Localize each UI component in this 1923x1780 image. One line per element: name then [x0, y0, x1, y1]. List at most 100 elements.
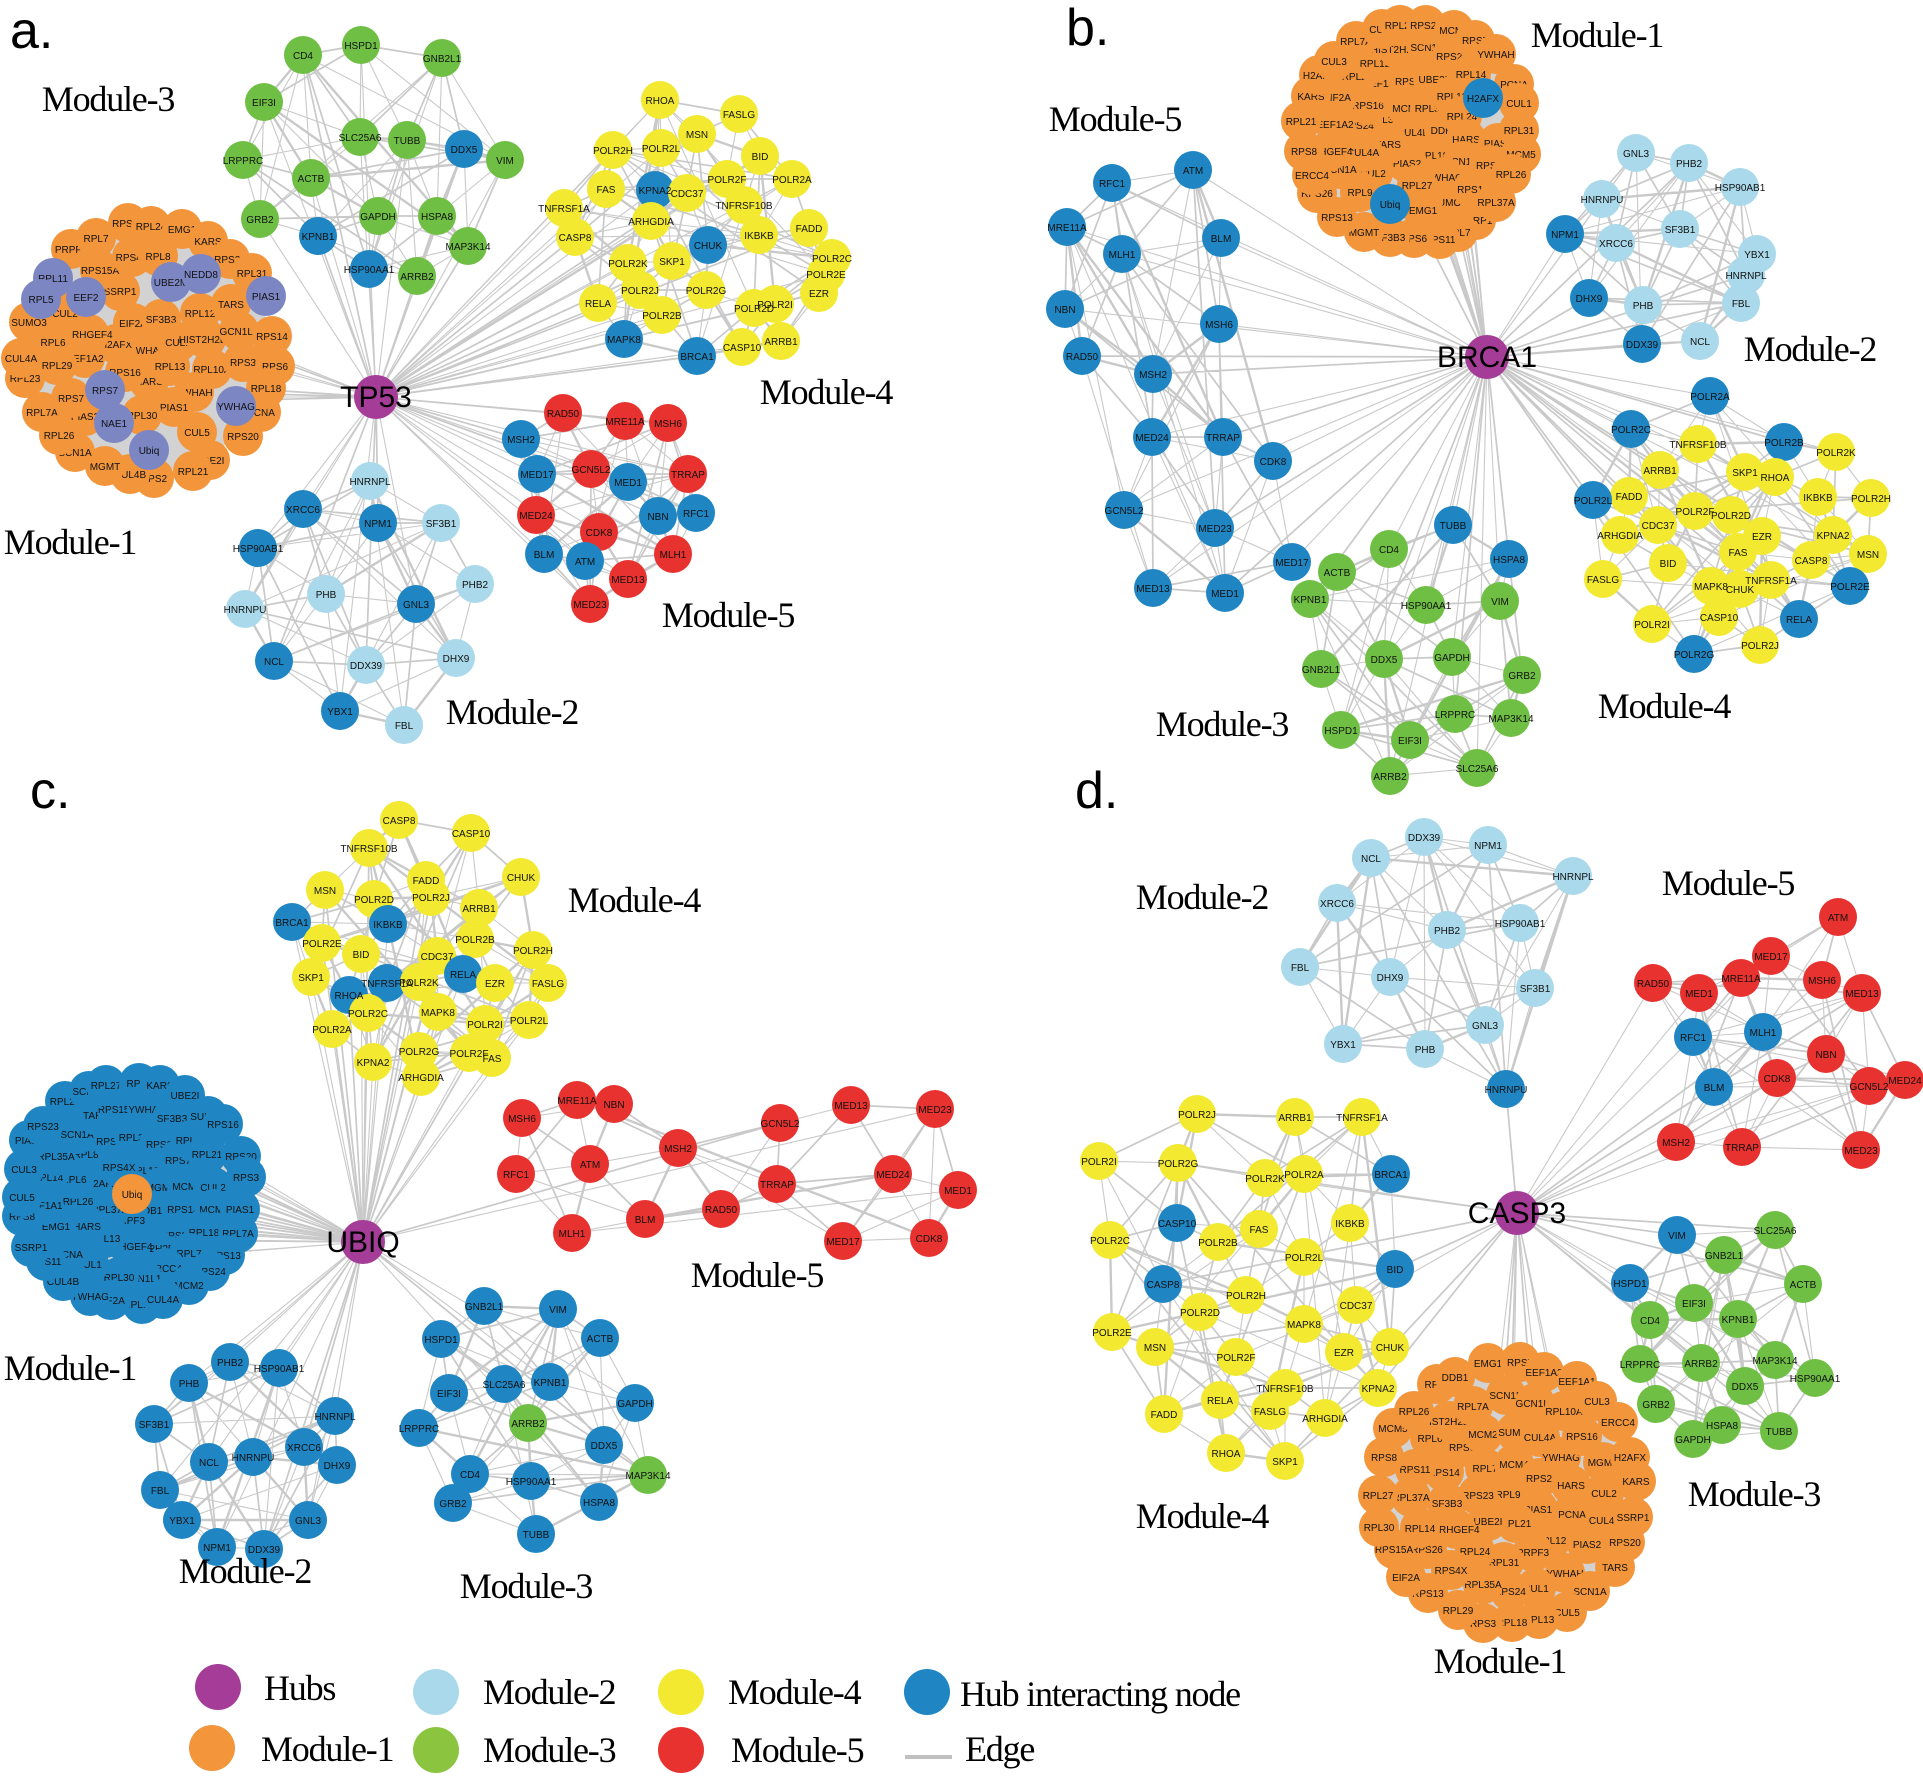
svg-text:EZR: EZR: [1752, 532, 1772, 543]
svg-text:MGMT: MGMT: [90, 462, 121, 473]
svg-text:RPL9: RPL9: [1347, 188, 1372, 199]
svg-text:FAS: FAS: [483, 1054, 502, 1065]
svg-text:CDK8: CDK8: [1260, 457, 1287, 468]
svg-text:RPS26: RPS26: [96, 1137, 128, 1148]
svg-text:POLR2L: POLR2L: [1574, 496, 1613, 507]
svg-text:ARHGEF4: ARHGEF4: [105, 1242, 153, 1253]
svg-text:CUL4B: CUL4B: [1397, 128, 1430, 139]
svg-text:Module-4: Module-4: [1136, 1496, 1270, 1536]
svg-text:POLR2K: POLR2K: [1245, 1174, 1285, 1185]
svg-text:HSPA8: HSPA8: [583, 1498, 615, 1509]
svg-text:CUL1: CUL1: [165, 338, 191, 349]
svg-text:POLR2A: POLR2A: [312, 1025, 352, 1036]
svg-text:TARS: TARS: [1375, 140, 1401, 151]
svg-text:RPS20: RPS20: [1436, 52, 1468, 63]
svg-text:RPL37A: RPL37A: [1477, 198, 1515, 209]
svg-text:UBE2M: UBE2M: [154, 278, 188, 289]
svg-text:PIAS1: PIAS1: [160, 403, 189, 414]
svg-text:MCM5: MCM5: [172, 1182, 202, 1193]
svg-text:POLR2I: POLR2I: [1634, 620, 1670, 631]
svg-text:ATM: ATM: [1183, 166, 1203, 177]
svg-text:RPL12: RPL12: [185, 309, 216, 320]
svg-text:BID: BID: [1660, 559, 1677, 570]
svg-text:RHOA: RHOA: [1212, 1449, 1241, 1460]
svg-text:RPS6: RPS6: [146, 1140, 173, 1151]
svg-text:RPL9: RPL9: [1495, 1490, 1520, 1501]
svg-text:EEF2: EEF2: [73, 293, 98, 304]
svg-text:RPS2: RPS2: [1395, 77, 1422, 88]
svg-text:MSN: MSN: [686, 130, 708, 141]
svg-text:MRE11A: MRE11A: [605, 417, 645, 428]
svg-text:EIF2A: EIF2A: [97, 1296, 125, 1307]
svg-text:MED13: MED13: [834, 1101, 868, 1112]
svg-text:MED13: MED13: [1136, 584, 1170, 595]
svg-text:XRCC6: XRCC6: [1320, 899, 1354, 910]
svg-text:RPS23: RPS23: [27, 1122, 59, 1133]
svg-text:FASLG: FASLG: [723, 110, 755, 121]
svg-text:CDK8: CDK8: [586, 528, 613, 539]
svg-text:MED24: MED24: [1888, 1076, 1922, 1087]
svg-text:MED1: MED1: [614, 478, 642, 489]
svg-text:RPL12: RPL12: [1536, 1536, 1567, 1547]
svg-text:Module-5: Module-5: [1662, 863, 1795, 903]
svg-text:CUL3: CUL3: [1321, 57, 1347, 68]
svg-text:FBL: FBL: [1291, 963, 1310, 974]
svg-text:ATM: ATM: [580, 1160, 600, 1171]
svg-text:MED1: MED1: [1211, 589, 1239, 600]
svg-text:MLH1: MLH1: [1109, 250, 1136, 261]
svg-text:DDX39: DDX39: [350, 661, 383, 672]
svg-text:FASLG: FASLG: [532, 979, 564, 990]
svg-text:IKBKB: IKBKB: [744, 231, 774, 242]
svg-text:NCL: NCL: [1361, 854, 1381, 865]
svg-text:RPL7: RPL7: [1472, 1464, 1497, 1475]
svg-text:POLR2H: POLR2H: [513, 946, 553, 957]
svg-text:CUL5: CUL5: [1554, 1608, 1580, 1619]
svg-text:KPNA2: KPNA2: [1817, 531, 1850, 542]
svg-text:PRPF3: PRPF3: [1517, 1548, 1550, 1559]
svg-text:YWHAG: YWHAG: [71, 1292, 109, 1303]
svg-text:MAP3K14: MAP3K14: [1752, 1356, 1797, 1367]
svg-text:RPS4X: RPS4X: [116, 253, 149, 264]
svg-text:RPL18: RPL18: [251, 384, 282, 395]
svg-text:MSN: MSN: [1144, 1343, 1166, 1354]
svg-text:RPL24: RPL24: [1447, 112, 1478, 123]
svg-text:RPL29: RPL29: [1443, 1606, 1474, 1617]
svg-text:ACTB: ACTB: [587, 1334, 614, 1345]
svg-text:XRCC6: XRCC6: [1599, 239, 1633, 250]
svg-text:GAPDH: GAPDH: [1675, 1435, 1711, 1446]
svg-text:TUBB: TUBB: [1440, 521, 1467, 532]
svg-text:MCM5: MCM5: [1378, 1424, 1408, 1435]
svg-text:HSPA8: HSPA8: [421, 212, 453, 223]
svg-text:FBL: FBL: [395, 721, 414, 732]
svg-text:RPS6: RPS6: [1449, 1443, 1476, 1454]
svg-text:HNRNPU: HNRNPU: [1581, 195, 1624, 206]
svg-text:SCN1A: SCN1A: [1573, 1587, 1607, 1598]
svg-text:TRRAP: TRRAP: [760, 1180, 794, 1191]
svg-text:MSH6: MSH6: [654, 419, 682, 430]
svg-text:RPL7A: RPL7A: [26, 408, 58, 419]
svg-text:RPL37A: RPL37A: [91, 1205, 129, 1216]
svg-text:EEF1A2: EEF1A2: [1316, 120, 1354, 131]
svg-text:POLR2E: POLR2E: [806, 270, 846, 281]
svg-text:d.: d.: [1075, 762, 1118, 820]
svg-text:Module-2: Module-2: [1744, 329, 1877, 369]
svg-text:SSRP1: SSRP1: [104, 287, 137, 298]
svg-text:GRB2: GRB2: [439, 1499, 467, 1510]
svg-text:RPL18: RPL18: [1418, 151, 1449, 162]
svg-text:MED17: MED17: [1275, 558, 1309, 569]
svg-text:HNRNPU: HNRNPU: [1485, 1085, 1528, 1096]
svg-text:ERCC4: ERCC4: [1295, 171, 1329, 182]
svg-text:POLR2A: POLR2A: [1690, 392, 1730, 403]
svg-text:TNFRSF10B: TNFRSF10B: [1256, 1384, 1314, 1395]
svg-text:Module-2: Module-2: [483, 1672, 616, 1712]
svg-text:RPL31: RPL31: [119, 1133, 150, 1144]
svg-text:RPL6: RPL6: [1417, 1434, 1442, 1445]
svg-text:MCM4: MCM4: [199, 1205, 229, 1216]
svg-text:PIAS1: PIAS1: [226, 1205, 255, 1216]
svg-text:MGMT: MGMT: [146, 1183, 177, 1194]
svg-text:POLR2F: POLR2F: [1217, 1353, 1256, 1364]
svg-text:FAS: FAS: [1729, 548, 1748, 559]
svg-text:Edge: Edge: [965, 1729, 1034, 1769]
svg-text:Module-2: Module-2: [1136, 877, 1269, 917]
svg-text:VIM: VIM: [549, 1305, 567, 1316]
